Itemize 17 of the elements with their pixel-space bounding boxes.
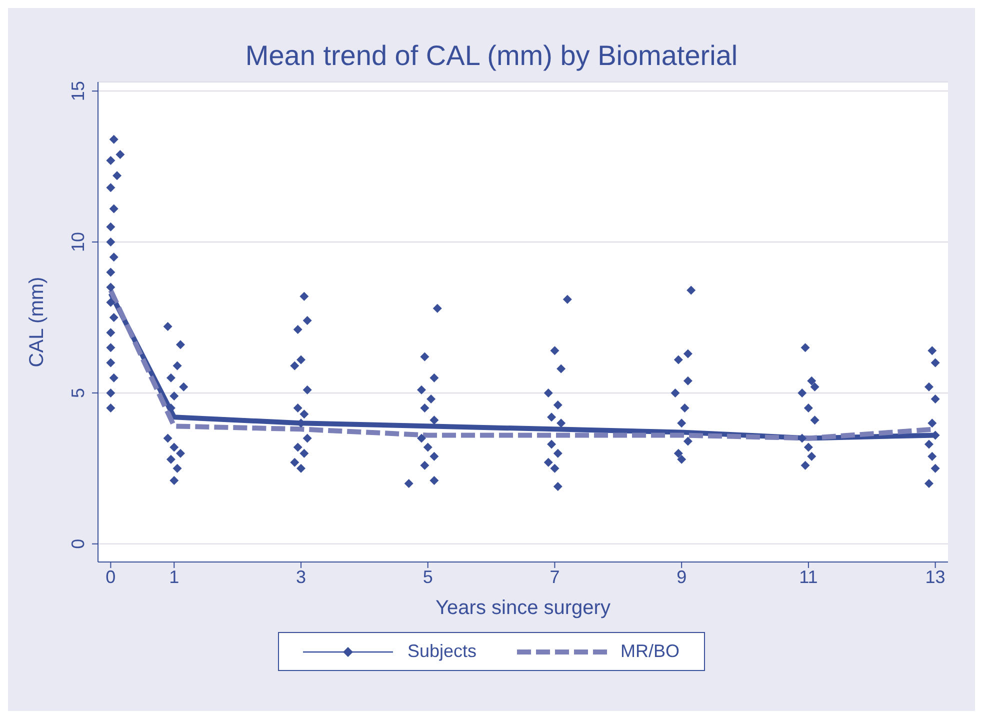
y-axis-title: CAL (mm) — [26, 276, 48, 368]
x-tick-label: 9 — [676, 566, 687, 587]
legend-label: Subjects — [407, 641, 477, 662]
x-tick-label: 3 — [296, 566, 306, 587]
x-tick-label: 5 — [422, 566, 433, 587]
y-tick-label: 5 — [68, 388, 88, 398]
x-tick-label: 1 — [169, 566, 180, 587]
x-tick-label: 13 — [925, 566, 946, 587]
x-tick-label: 0 — [106, 566, 116, 587]
x-tick-label: 11 — [799, 566, 818, 587]
y-tick-label: 10 — [68, 232, 88, 252]
x-axis-title: Years since surgery — [436, 597, 610, 619]
x-tick-label: 7 — [550, 566, 560, 587]
y-tick-label: 0 — [68, 538, 88, 549]
chart-title: Mean trend of CAL (mm) by Biomaterial — [244, 39, 739, 72]
legend-label: MR/BO — [620, 641, 680, 662]
y-tick-label: 15 — [68, 81, 88, 102]
